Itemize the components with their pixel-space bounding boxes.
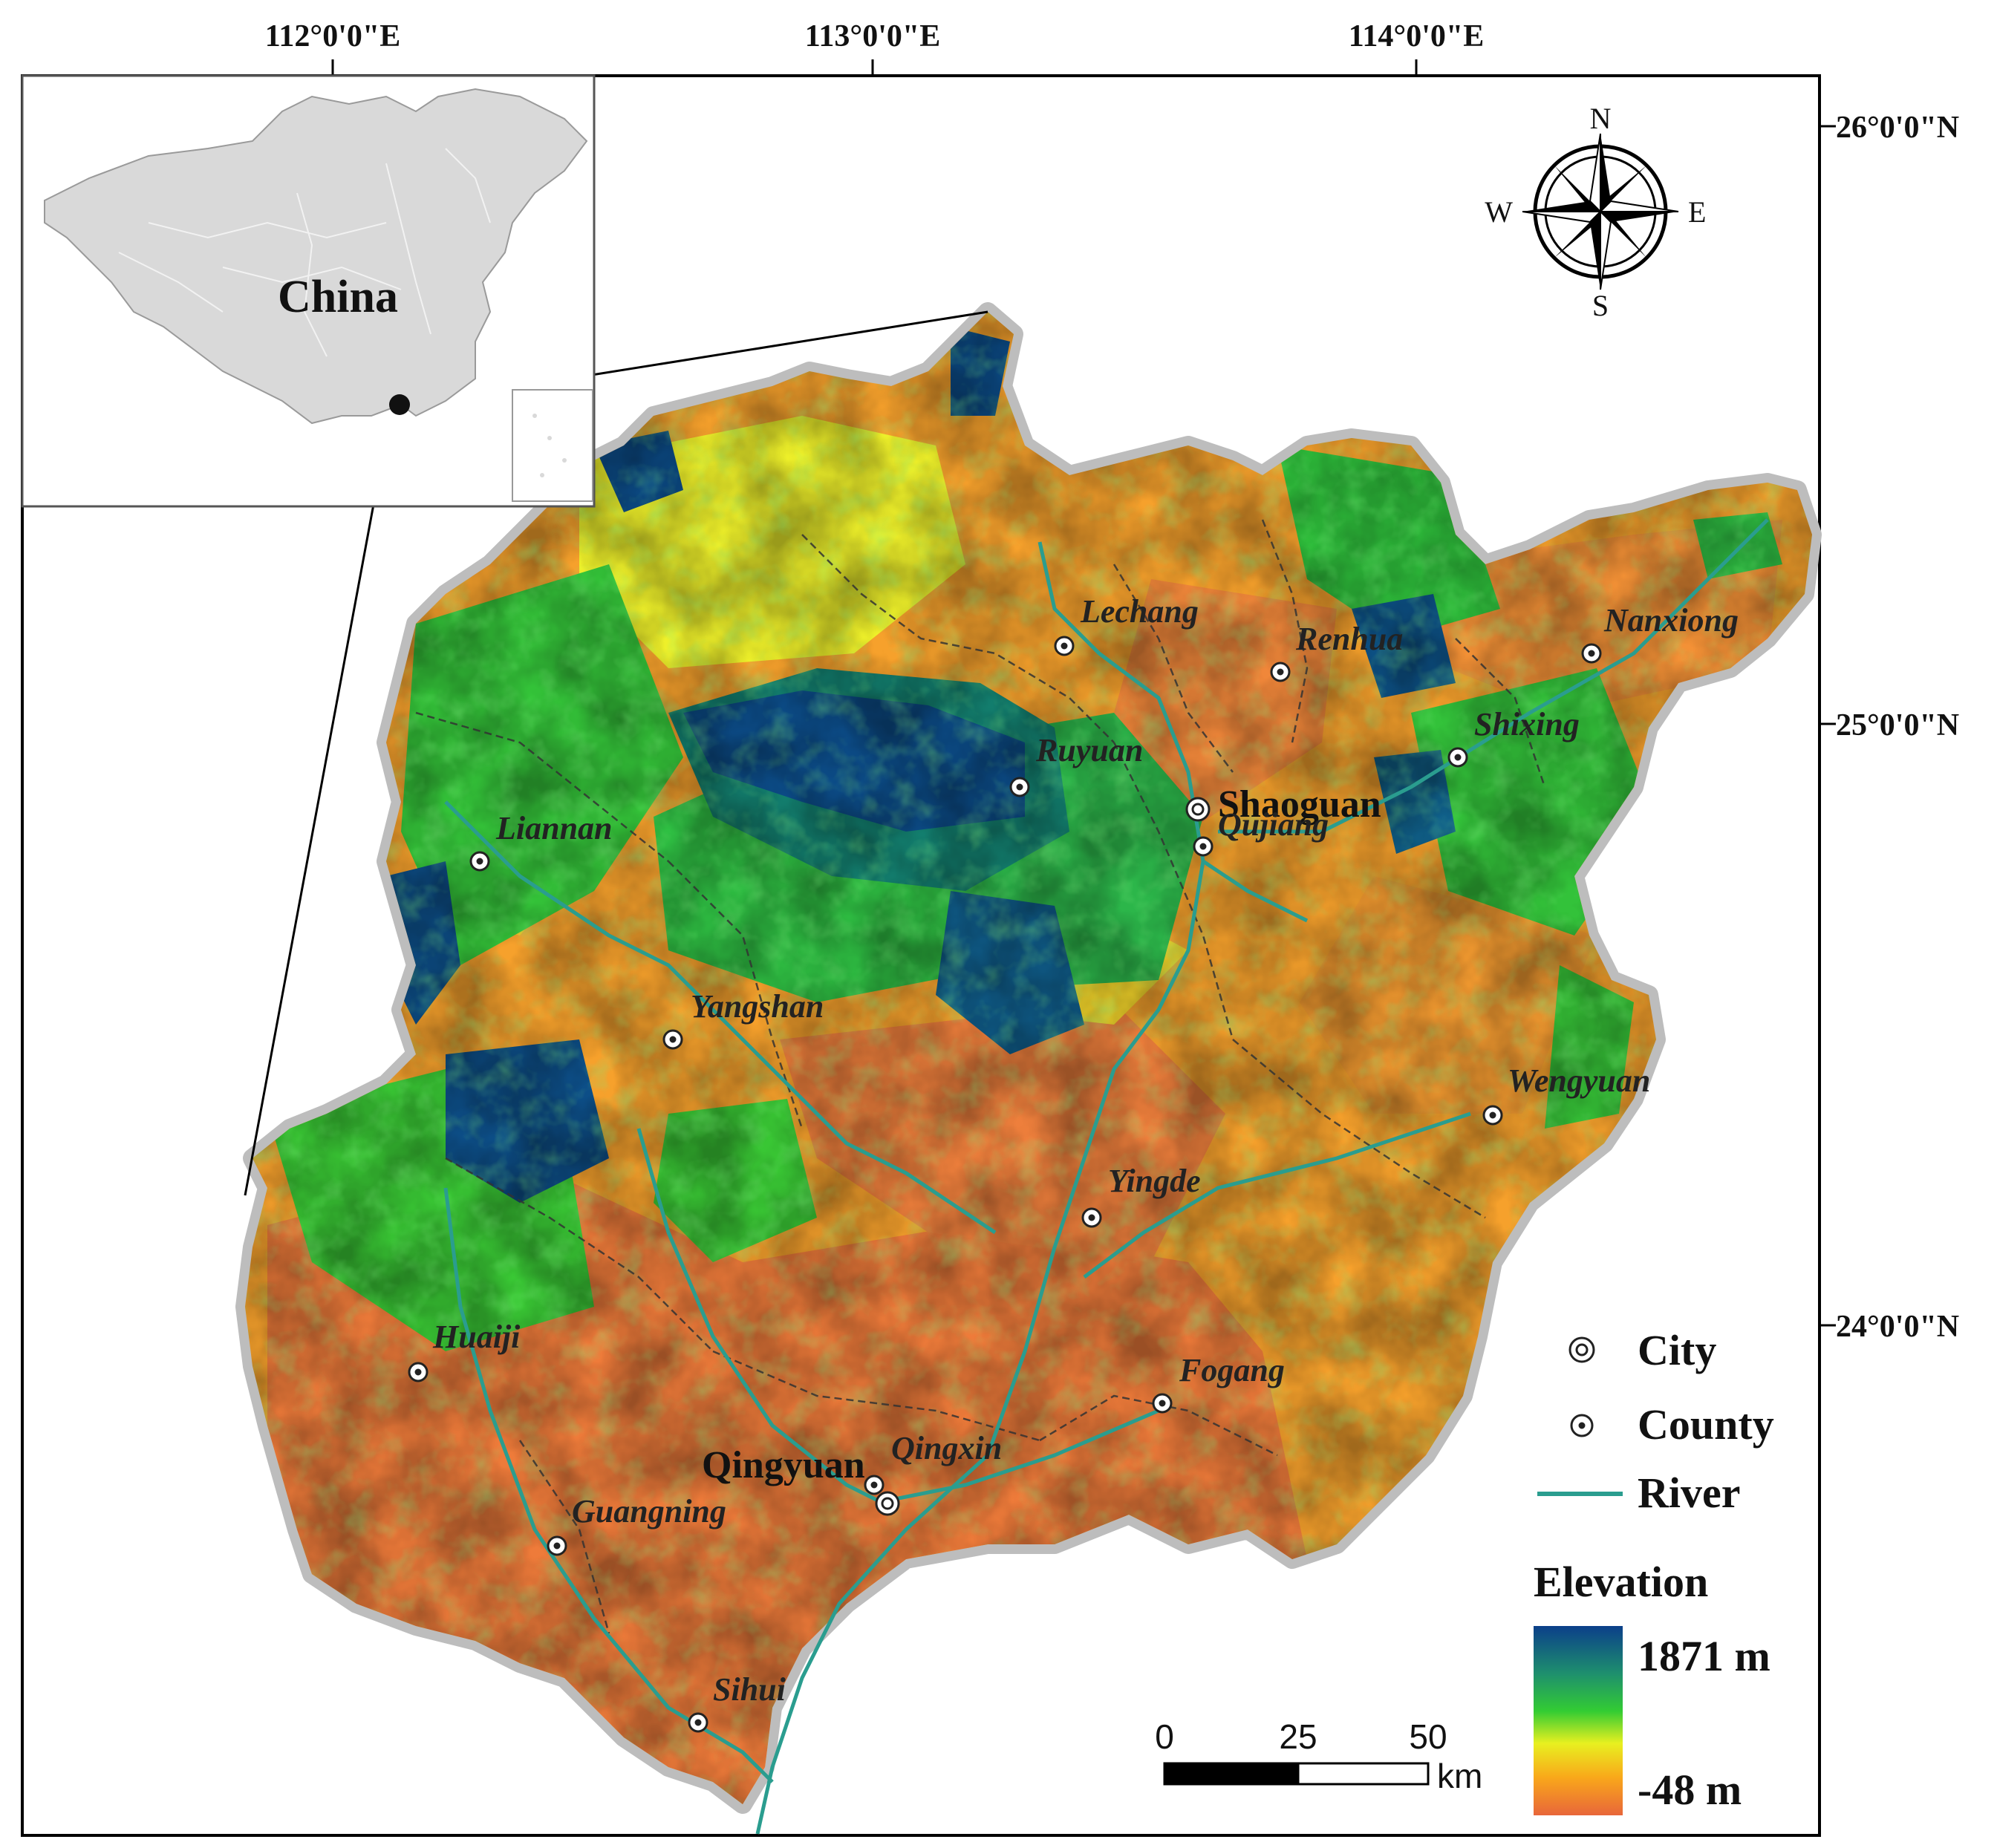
compass-rose-icon: N S E W — [1485, 102, 1706, 322]
county-label-qujiang: Qujiang — [1218, 806, 1329, 843]
scale-tick-0: 0 — [1155, 1717, 1174, 1756]
compass-w: W — [1485, 195, 1513, 229]
county-marker-yangshan — [662, 1029, 683, 1050]
study-area-marker — [389, 394, 410, 415]
inset-china-label: China — [278, 272, 398, 322]
county-labels: Lechang Renhua Nanxiong Shixing Ruyuan Q… — [432, 593, 1739, 1708]
top-grid-ticks — [331, 59, 1418, 76]
county-label-yingde: Yingde — [1108, 1163, 1201, 1199]
legend: City County River Elevation 1871 m -48 m — [1534, 1326, 1774, 1815]
county-marker-qujiang — [1193, 836, 1213, 857]
city-label-qingyuan: Qingyuan — [702, 1444, 865, 1486]
county-label-ruyuan: Ruyuan — [1035, 732, 1143, 768]
legend-county-icon — [1570, 1414, 1594, 1437]
county-marker-yingde — [1081, 1207, 1102, 1228]
grid-label-112e: 112°0'0"E — [265, 19, 400, 53]
legend-city-icon — [1568, 1336, 1595, 1363]
county-marker-sihui — [688, 1712, 708, 1733]
legend-elevation-title: Elevation — [1534, 1558, 1708, 1606]
city-markers — [875, 797, 1211, 1516]
county-boundaries — [415, 519, 1546, 1634]
county-label-fogang: Fogang — [1179, 1352, 1285, 1388]
county-label-lechang: Lechang — [1080, 593, 1199, 630]
china-inset: China — [21, 74, 596, 508]
right-grid-ticks — [1820, 125, 1836, 1327]
legend-elev-max: 1871 m — [1638, 1632, 1770, 1680]
county-label-liannan: Liannan — [495, 810, 613, 846]
grid-label-26n: 26°0'0"N — [1836, 111, 1959, 145]
county-marker-ruyuan — [1009, 777, 1030, 797]
county-label-yangshan: Yangshan — [691, 988, 824, 1025]
county-marker-huaiji — [408, 1362, 429, 1382]
county-marker-qingxin — [864, 1475, 885, 1495]
compass-s: S — [1592, 289, 1609, 322]
grid-label-113e: 113°0'0"E — [805, 19, 940, 53]
legend-river-label: River — [1638, 1469, 1741, 1517]
county-markers — [408, 636, 1602, 1733]
county-marker-liannan — [469, 851, 490, 872]
china-outline — [44, 88, 588, 425]
county-label-renhua: Renhua — [1295, 621, 1403, 657]
county-label-huaiji: Huaiji — [432, 1319, 521, 1355]
city-label-shaoguan: Shaoguan — [1218, 783, 1381, 826]
scale-unit: km — [1437, 1757, 1482, 1795]
county-label-wengyuan: Wengyuan — [1508, 1062, 1650, 1099]
legend-elevation-ramp — [1534, 1626, 1623, 1815]
county-label-nanxiong: Nanxiong — [1603, 602, 1739, 639]
legend-city-label: City — [1638, 1326, 1716, 1374]
county-marker-nanxiong — [1581, 643, 1602, 664]
county-label-shixing: Shixing — [1474, 706, 1580, 742]
county-label-qingxin: Qingxin — [891, 1430, 1002, 1466]
county-marker-fogang — [1152, 1393, 1173, 1414]
scale-tick-50: 50 — [1409, 1717, 1447, 1756]
county-label-guangning: Guangning — [572, 1493, 726, 1529]
compass-e: E — [1688, 195, 1706, 229]
city-marker-shaoguan — [1185, 797, 1211, 822]
rivers — [443, 518, 1769, 1835]
grid-label-114e: 114°0'0"E — [1349, 19, 1484, 53]
scale-tick-25: 25 — [1279, 1717, 1317, 1756]
county-label-sihui: Sihui — [713, 1671, 786, 1708]
scale-bar: 0 25 50 km — [1155, 1717, 1482, 1795]
legend-elev-min: -48 m — [1638, 1766, 1742, 1814]
legend-county-label: County — [1638, 1400, 1774, 1449]
county-marker-wengyuan — [1482, 1105, 1503, 1126]
county-marker-guangning — [547, 1535, 567, 1556]
grid-label-24n: 24°0'0"N — [1836, 1310, 1959, 1344]
county-marker-renhua — [1270, 662, 1291, 682]
city-marker-qingyuan — [875, 1491, 900, 1516]
grid-label-25n: 25°0'0"N — [1836, 708, 1959, 742]
county-marker-lechang — [1054, 636, 1075, 656]
county-marker-shixing — [1447, 747, 1468, 768]
compass-n: N — [1590, 102, 1612, 135]
